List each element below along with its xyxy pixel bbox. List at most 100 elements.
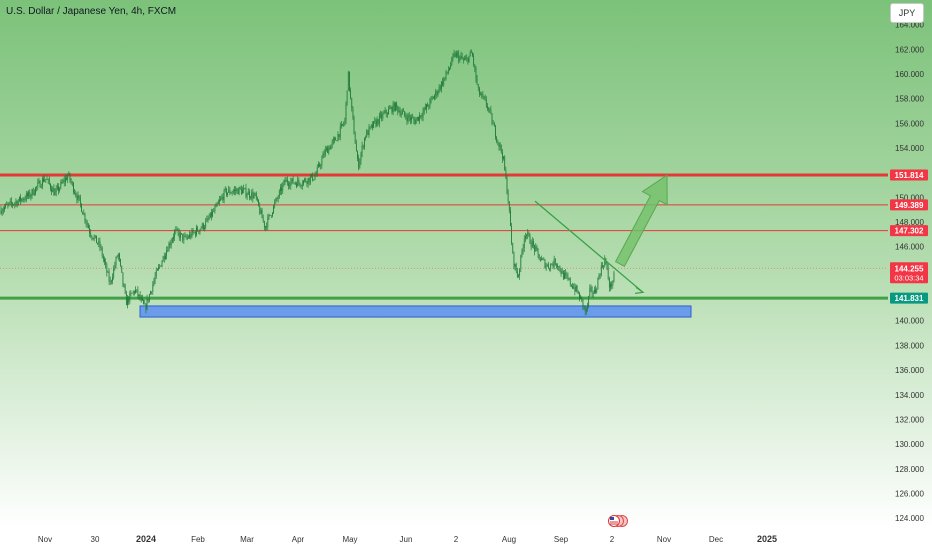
x-tick-label: 2024 (136, 534, 156, 544)
candle-body (220, 198, 222, 201)
candle-body (90, 232, 92, 236)
x-tick-label: Dec (709, 535, 723, 544)
candle-body (219, 200, 220, 203)
candle-body (216, 203, 218, 205)
candle-body (544, 259, 546, 268)
chart-background (0, 0, 932, 528)
candle-body (355, 143, 357, 152)
candle-body (154, 276, 156, 281)
candle-body (170, 242, 172, 246)
candle-body (301, 184, 303, 187)
candle-body (206, 218, 208, 222)
candle-body (190, 234, 192, 238)
candle-body (104, 259, 105, 262)
candle-body (146, 298, 148, 310)
support-zone[interactable] (139, 305, 692, 318)
y-tick-label: 148.000 (895, 218, 924, 227)
candle-body (385, 110, 387, 114)
candle-body (78, 195, 80, 198)
candle-body (331, 141, 333, 145)
candle-body (1, 211, 3, 214)
candle-body (470, 52, 472, 54)
candle-body (67, 175, 69, 180)
candle-body (213, 211, 215, 212)
candle-body (55, 188, 57, 192)
candle-body (153, 280, 155, 285)
price-label-141.831-text: 141.831 (895, 294, 924, 303)
candle-body (434, 95, 435, 99)
candle-body (322, 153, 324, 159)
y-tick-label: 160.000 (895, 70, 924, 79)
candle-body (481, 93, 483, 96)
candle-body (352, 107, 354, 119)
candle-body (507, 193, 509, 202)
candle-body (47, 179, 49, 180)
candle-body (465, 58, 466, 60)
candle-body (8, 202, 10, 205)
candle-body (82, 211, 84, 215)
candle-body (556, 264, 557, 266)
candle-body (334, 138, 335, 140)
candle-body (269, 214, 271, 216)
y-tick-label: 134.000 (895, 391, 924, 400)
candle-body (61, 182, 63, 183)
candle-body (45, 179, 47, 180)
candle-body (258, 199, 259, 206)
candle-body (128, 297, 130, 302)
candle-body (537, 249, 539, 255)
candle-body (108, 272, 110, 282)
candle-body (79, 197, 81, 204)
candle-body (123, 284, 125, 287)
candle-body (89, 228, 90, 233)
candle-body (454, 53, 456, 57)
candle-body (292, 178, 294, 184)
candle-body (353, 118, 355, 135)
economic-events-icon[interactable] (608, 515, 628, 527)
candle-body (27, 193, 28, 197)
candle-body (472, 53, 473, 56)
candle-body (569, 278, 571, 285)
target-arrow[interactable] (614, 174, 668, 267)
candle-body (173, 237, 174, 240)
descending-trendline[interactable] (534, 200, 644, 293)
candle-body (5, 204, 6, 208)
candle-body (30, 195, 32, 198)
candle-body (390, 107, 392, 109)
candle-body (25, 193, 27, 200)
candle-body (70, 180, 72, 183)
candle-body (510, 210, 511, 227)
candle-body (521, 251, 523, 256)
candle-body (590, 287, 592, 289)
candle-body (144, 303, 146, 305)
candle-body (253, 194, 255, 199)
candle-body (14, 203, 16, 205)
candle-body (565, 273, 567, 275)
candle-body (50, 183, 51, 189)
candle-body (186, 237, 188, 238)
candle-body (193, 231, 195, 233)
candle-body (411, 117, 412, 121)
candle-body (28, 191, 29, 197)
candle-body (192, 230, 194, 233)
candle-body (235, 189, 236, 192)
candle-body (199, 229, 201, 233)
candle-body (242, 189, 243, 194)
candle-body (288, 183, 289, 186)
candle-body (599, 275, 601, 276)
candle-body (393, 103, 395, 111)
candle-body (131, 293, 133, 294)
candle-body (592, 293, 594, 294)
candle-body (168, 243, 170, 252)
candle-body (260, 210, 262, 214)
y-tick-label: 156.000 (895, 119, 924, 128)
candle-body (308, 177, 310, 183)
currency-button[interactable]: JPY (890, 3, 924, 23)
candle-body (462, 58, 464, 60)
candle-body (341, 124, 342, 127)
y-tick-label: 158.000 (895, 95, 924, 104)
candle-body (378, 115, 380, 124)
candle-body (319, 164, 320, 167)
candle-body (350, 89, 351, 98)
